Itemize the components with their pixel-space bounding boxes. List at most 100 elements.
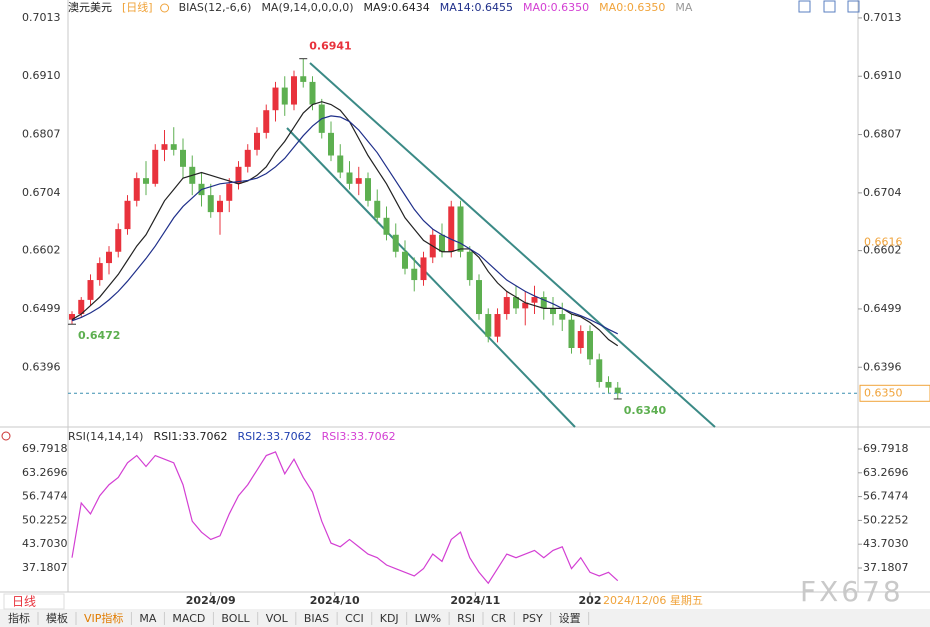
toolbar-tab[interactable]: LW% xyxy=(415,612,441,625)
y-tick-label: 0.6602 xyxy=(863,244,902,257)
y-tick-label: 0.6807 xyxy=(22,128,61,141)
candle-body xyxy=(439,234,445,252)
y-tick-label: 63.2696 xyxy=(863,466,909,479)
candle-body xyxy=(568,319,575,349)
candle-body xyxy=(272,87,279,111)
toolbar-tab[interactable]: VOL xyxy=(266,612,289,625)
toolbar-tab[interactable]: 模板 xyxy=(46,611,68,625)
candle-body xyxy=(605,381,612,388)
legend-entry: BIAS(12,-6,6) xyxy=(179,1,252,14)
toolbar-tab[interactable]: 设置 xyxy=(559,612,581,625)
series-line xyxy=(71,451,619,585)
y-tick-label: 0.6396 xyxy=(863,360,902,373)
toolbar-tab[interactable]: BOLL xyxy=(221,612,250,625)
candle-body xyxy=(328,132,334,156)
legend-entry: MA14:0.6455 xyxy=(440,1,513,14)
candle-body xyxy=(96,263,103,281)
candle-body xyxy=(531,297,538,303)
candle-body xyxy=(411,268,418,281)
legend-entry: [日线] xyxy=(122,0,153,14)
icon[interactable] xyxy=(823,0,836,13)
toolbar-tab[interactable]: PSY xyxy=(522,612,543,625)
icon[interactable] xyxy=(798,0,811,13)
candle-body xyxy=(392,234,399,252)
toolbar-tab[interactable]: CR xyxy=(491,612,507,625)
channel-upper xyxy=(309,62,716,428)
candle-body xyxy=(420,257,427,281)
candle-body xyxy=(522,302,529,309)
legend-entry: MA(9,14,0,0,0,0) xyxy=(261,1,353,14)
candle-body xyxy=(540,297,547,309)
candle-body xyxy=(263,110,270,133)
y-tick-label: 37.1807 xyxy=(863,561,909,574)
x-tick-label: 202 xyxy=(579,594,602,607)
toolbar-tab[interactable]: CCI xyxy=(345,612,364,625)
candle-body xyxy=(170,144,177,150)
candle-body xyxy=(161,144,168,150)
legend-entry: RSI3:33.7062 xyxy=(322,430,396,443)
candle-body xyxy=(577,331,584,349)
legend-entry: 澳元美元 xyxy=(68,1,112,14)
y-tick-label: 0.6499 xyxy=(863,302,902,315)
candle-body xyxy=(300,76,307,82)
candle-body xyxy=(78,299,85,315)
toolbar-tab[interactable]: RSI xyxy=(457,612,475,625)
candle-body xyxy=(281,87,288,105)
toolbar-tab[interactable]: MA xyxy=(139,612,156,625)
candle-body xyxy=(235,166,242,184)
candle-body xyxy=(143,178,149,184)
legend-entry: RSI2:33.7062 xyxy=(238,430,312,443)
watermark: FX678 xyxy=(800,575,904,608)
y-tick-label: 37.1807 xyxy=(22,561,68,574)
candle-body xyxy=(494,314,501,337)
candle-body xyxy=(614,387,621,394)
candle-body xyxy=(152,149,159,184)
annotation: 0.6340 xyxy=(624,404,667,417)
candle-body xyxy=(476,280,482,315)
series-line xyxy=(71,101,619,347)
period-button[interactable] xyxy=(3,593,65,610)
y-tick-label: 56.7474 xyxy=(22,490,68,503)
y-tick-label: 0.6910 xyxy=(863,69,902,82)
candle-body xyxy=(254,132,260,150)
candle-body xyxy=(217,200,223,213)
candle-body xyxy=(550,308,556,315)
y-tick-label: 69.7918 xyxy=(863,442,909,455)
period[interactable]: 日线 xyxy=(12,595,36,609)
candle-body xyxy=(124,200,131,230)
candle-body xyxy=(355,178,362,184)
candle-body xyxy=(133,178,140,201)
legend-entry: MA0:0.6350 xyxy=(523,1,589,14)
x-tick-label: 2024/11 xyxy=(450,594,500,607)
candle-body xyxy=(365,178,371,201)
y-tick-label: 0.6602 xyxy=(22,244,61,257)
series-line xyxy=(71,115,619,335)
x-tick-label: 2024/09 xyxy=(186,594,236,607)
price-label: 0.6350 xyxy=(864,386,903,399)
toolbar-tab[interactable]: KDJ xyxy=(380,612,399,625)
icon[interactable] xyxy=(847,0,860,13)
x-tick-label: 2024/10 xyxy=(310,594,360,607)
candle-body xyxy=(346,172,353,184)
window-icons[interactable] xyxy=(798,0,860,13)
candle-body xyxy=(337,155,344,173)
candle-body xyxy=(503,297,510,315)
legend-entry: MA xyxy=(675,1,692,14)
price-box xyxy=(859,384,930,402)
toolbar-tab[interactable]: VIP指标 xyxy=(84,611,123,625)
candle-body xyxy=(226,183,233,201)
candle-body xyxy=(115,229,122,252)
legend-entry: RSI(14,14,14) xyxy=(68,430,143,443)
y-tick-label: 0.6910 xyxy=(22,69,61,82)
candle-body xyxy=(466,251,473,281)
candle-body xyxy=(87,280,94,300)
candle-body xyxy=(402,251,408,269)
toolbar-tab[interactable]: BIAS xyxy=(304,612,329,625)
toolbar-tab[interactable]: 指标 xyxy=(8,611,30,625)
candle-body xyxy=(485,314,492,337)
candle-body xyxy=(291,76,297,105)
y-tick-label: 0.7013 xyxy=(863,11,902,24)
candle-body xyxy=(596,359,603,382)
toolbar-tab[interactable]: MACD xyxy=(172,612,205,625)
